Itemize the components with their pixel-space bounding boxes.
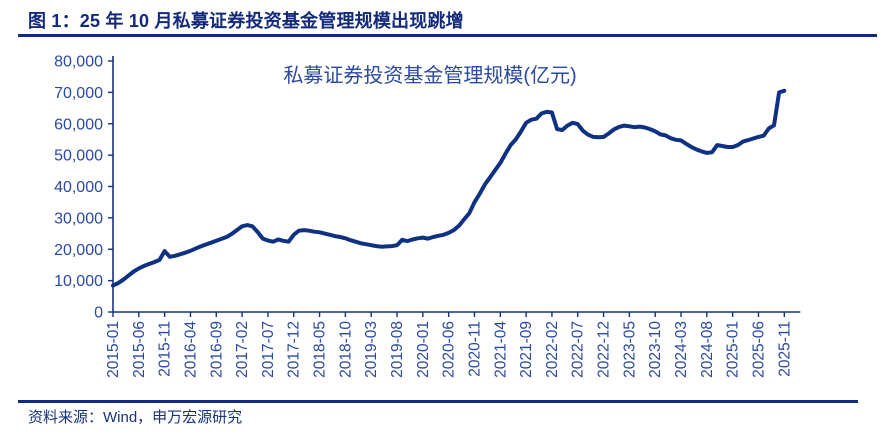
y-tick-label: 40,000 [54, 179, 103, 196]
x-tick-label: 2020-11 [466, 321, 483, 377]
title-divider [18, 34, 877, 37]
x-tick-label: 2021-04 [492, 321, 509, 378]
x-tick-label: 2022-12 [596, 321, 613, 378]
x-tick-label: 2017-07 [260, 321, 277, 378]
x-tick-label: 2015-11 [157, 321, 174, 377]
x-tick-label: 2025-01 [725, 321, 742, 378]
x-tick-label: 2024-03 [673, 321, 690, 378]
x-tick-label: 2024-08 [699, 321, 716, 378]
x-tick-label: 2022-07 [570, 321, 587, 378]
x-tick-label: 2016-04 [182, 321, 199, 378]
y-tick-label: 20,000 [54, 242, 103, 259]
x-tick-label: 2020-01 [415, 321, 432, 378]
data-line [111, 88, 787, 288]
y-tick-label: 50,000 [54, 148, 103, 165]
x-tick-label: 2017-12 [286, 321, 303, 378]
chart-canvas: 私募证券投资基金管理规模(亿元) 0 10,000 20,000 30,000 40,00… [54, 54, 801, 378]
x-tick-label: 2015-01 [105, 321, 122, 378]
x-tick-label: 2016-09 [208, 321, 225, 378]
x-tick-label: 2018-10 [337, 321, 354, 378]
x-tick-label: 2017-02 [234, 321, 251, 378]
x-tick-label: 2019-08 [389, 321, 406, 378]
y-tick-label: 30,000 [54, 210, 103, 227]
x-tick-label: 2020-06 [441, 321, 458, 378]
fund-scale-line-chart: 私募证券投资基金管理规模(亿元) 0 10,000 20,000 30,000 40,00… [0, 42, 882, 398]
x-tick-label: 2023-10 [647, 321, 664, 378]
x-tick-label: 2022-02 [544, 321, 561, 378]
footer-divider [18, 400, 858, 403]
y-tick-label: 60,000 [54, 116, 103, 133]
x-tick-label: 2025-06 [750, 321, 767, 378]
y-tick-label: 70,000 [54, 85, 103, 102]
x-tick-label: 2019-03 [363, 321, 380, 378]
x-tick-label: 2021-09 [518, 321, 535, 378]
y-tick-label: 10,000 [54, 273, 103, 290]
x-tick-label: 2025-11 [776, 321, 793, 377]
chart-title: 私募证券投资基金管理规模(亿元) [283, 64, 576, 87]
x-tick-label: 2023-05 [621, 321, 638, 378]
x-tick-label: 2015-06 [131, 321, 148, 378]
x-tick-label: 2018-05 [312, 321, 329, 378]
y-tick-label: 80,000 [54, 54, 103, 71]
figure-title: 图 1：25 年 10 月私募证券投资基金管理规模出现跳增 [28, 11, 464, 31]
source-note: 资料来源：Wind，申万宏源研究 [28, 409, 243, 426]
y-tick-label: 0 [94, 305, 103, 322]
